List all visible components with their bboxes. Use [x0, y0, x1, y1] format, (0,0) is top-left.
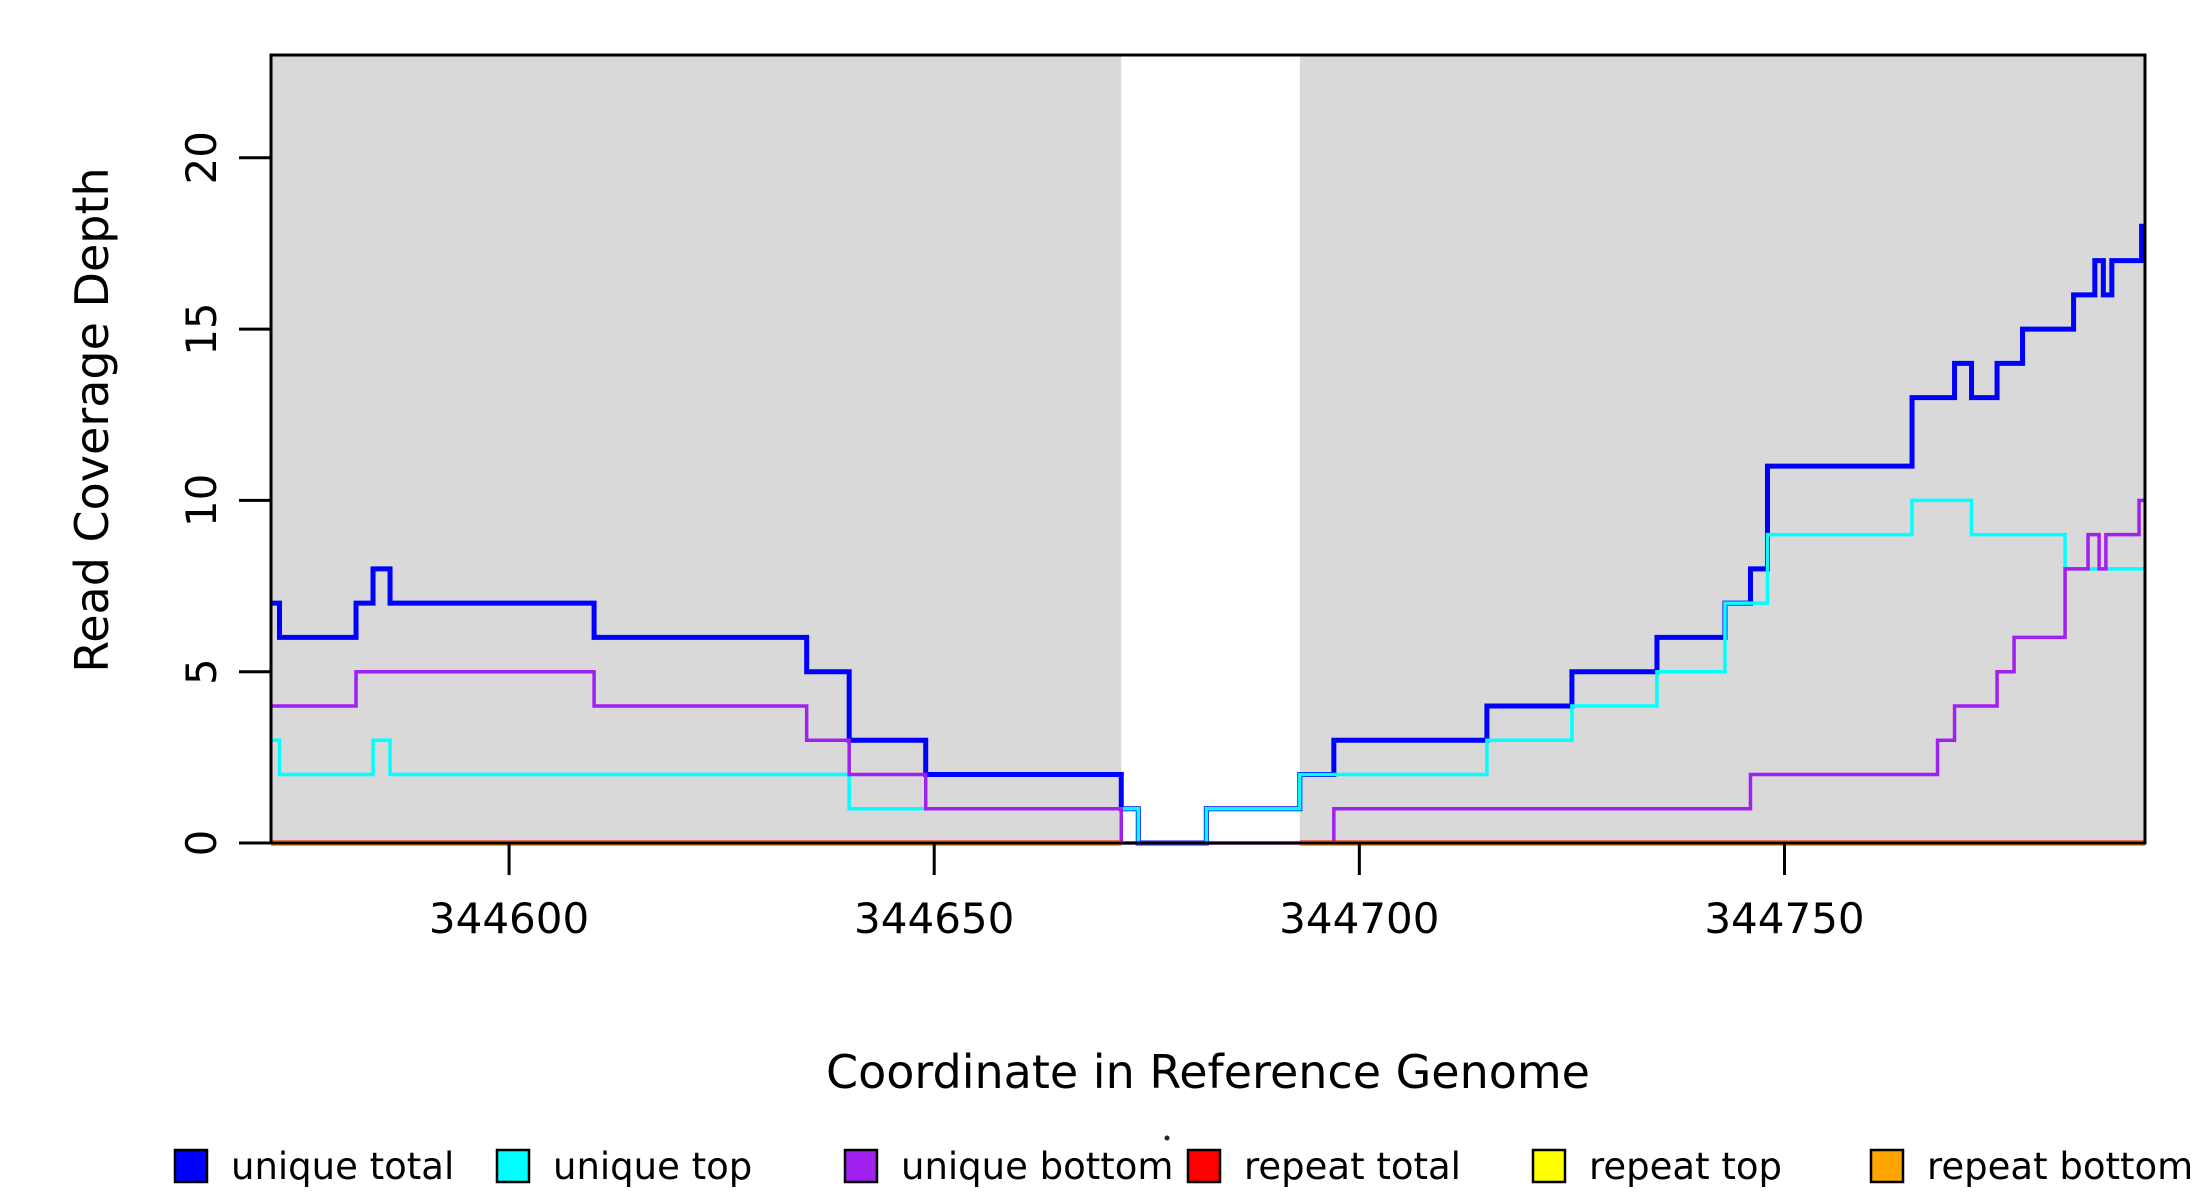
x-tick-label: 344700 [1279, 894, 1439, 943]
legend-label-unique-bottom: unique bottom [901, 1145, 1173, 1188]
legend-swatch-repeat-bottom [1869, 1148, 1905, 1184]
legend-swatch-unique-top [495, 1148, 531, 1184]
y-axis-label: Read Coverage Depth [65, 167, 119, 672]
stray-dot [1164, 1135, 1170, 1141]
y-tick-label: 0 [177, 830, 226, 857]
legend-label-repeat-total: repeat total [1244, 1145, 1461, 1188]
y-tick-label: 5 [177, 658, 226, 685]
axes: 344600 344650 344700 344750 0 5 10 15 20 [177, 131, 1865, 943]
shaded-region [1299, 55, 2145, 843]
legend-swatch-unique-bottom [843, 1148, 879, 1184]
legend-swatch-repeat-total [1186, 1148, 1222, 1184]
y-tick-label: 20 [177, 131, 226, 184]
series-line-unique-total [271, 223, 2145, 846]
shaded-regions [271, 55, 2145, 843]
x-tick-label: 344650 [854, 894, 1014, 943]
y-tick-label: 15 [177, 302, 226, 355]
legend-label-unique-total: unique total [231, 1145, 454, 1188]
legend: unique total unique top unique bottom repea… [173, 1145, 2193, 1188]
series-line-unique-bottom [271, 498, 2145, 845]
shaded-region [271, 55, 1122, 843]
x-axis-label: Coordinate in Reference Genome [826, 1045, 1590, 1099]
legend-label-unique-top: unique top [553, 1145, 752, 1188]
x-tick-label: 344750 [1704, 894, 1864, 943]
legend-swatch-unique-total [173, 1148, 209, 1184]
legend-label-repeat-bottom: repeat bottom [1927, 1145, 2193, 1188]
plot-border [269, 53, 2147, 845]
legend-label-repeat-top: repeat top [1589, 1145, 1782, 1188]
series-line-unique-top [271, 498, 2145, 845]
x-tick-label: 344600 [429, 894, 589, 943]
y-tick-label: 10 [177, 474, 226, 527]
legend-swatch-repeat-top [1531, 1148, 1567, 1184]
